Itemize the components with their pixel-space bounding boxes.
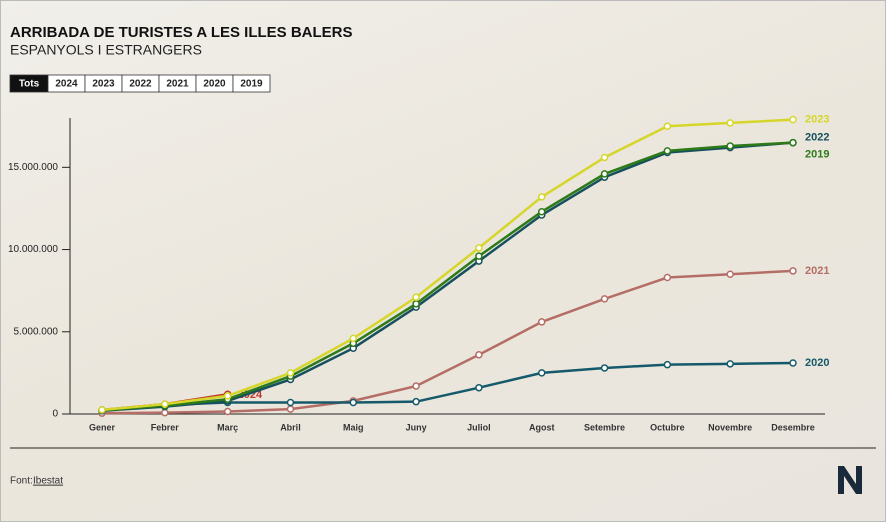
point: [475, 383, 483, 392]
point: [789, 138, 797, 147]
tab-label[interactable]: 2021: [166, 79, 189, 90]
point: [412, 382, 420, 390]
series-label: 2019: [805, 149, 829, 161]
series-line: [101, 141, 794, 412]
x-tick-label: Desembre: [771, 422, 815, 432]
series-label: 2022: [805, 132, 829, 144]
tab-label[interactable]: Tots: [19, 79, 40, 90]
point: [223, 392, 232, 400]
tab-label[interactable]: 2022: [129, 79, 152, 90]
point: [537, 207, 546, 216]
point: [726, 142, 734, 150]
x-tick-label: Abril: [280, 422, 301, 432]
point: [726, 360, 734, 368]
point: [537, 318, 546, 326]
point: [412, 300, 420, 308]
x-tick-label: Novembre: [708, 422, 752, 432]
point: [600, 170, 609, 178]
point: [475, 252, 483, 260]
logo: [838, 466, 862, 494]
chart-title: ARRIBADA DE TURISTES A LES ILLES BALERS: [10, 24, 353, 41]
series-line: [101, 118, 794, 412]
series-label: 2023: [805, 114, 829, 126]
point: [537, 369, 546, 377]
y-tick-label: 10.000.000: [8, 244, 58, 255]
point: [789, 115, 797, 124]
x-tick-label: Febrer: [151, 422, 180, 432]
point: [663, 147, 672, 155]
point: [412, 293, 420, 301]
tab-label[interactable]: 2023: [92, 79, 115, 90]
point: [161, 408, 169, 417]
point: [349, 334, 358, 343]
series-label: 2021: [805, 265, 829, 277]
point: [600, 295, 609, 303]
point: [98, 406, 106, 414]
tab-label[interactable]: 2019: [240, 79, 263, 90]
point: [537, 193, 546, 201]
y-tick-label: 15.000.000: [8, 162, 58, 173]
series-line: [101, 141, 794, 412]
x-tick-label: Maig: [343, 422, 364, 432]
point: [663, 273, 672, 282]
point: [286, 369, 295, 377]
point: [475, 351, 483, 359]
source-label: Font:: [10, 476, 33, 487]
series-label: 2020: [805, 357, 829, 369]
point: [726, 119, 734, 127]
point: [349, 398, 358, 407]
source-link[interactable]: Ibestat: [33, 476, 63, 487]
chart-subtitle: ESPANYOLS I ESTRANGERS: [10, 42, 202, 58]
point: [223, 407, 232, 416]
point: [286, 405, 295, 413]
x-tick-label: Juny: [406, 422, 427, 432]
point: [789, 359, 797, 367]
point: [475, 244, 483, 252]
point: [789, 267, 797, 275]
x-tick-label: Gener: [89, 422, 116, 432]
tab-label[interactable]: 2024: [55, 79, 78, 90]
x-tick-label: Març: [217, 422, 238, 432]
point: [600, 364, 609, 372]
x-tick-label: Agost: [529, 422, 555, 432]
point: [663, 360, 672, 369]
x-tick-label: Octubre: [650, 422, 685, 432]
point: [286, 398, 295, 407]
point: [726, 270, 734, 278]
point: [600, 153, 609, 162]
tab[interactable]: [232, 74, 271, 93]
y-tick-label: 0: [52, 409, 58, 420]
point: [161, 400, 169, 408]
point: [663, 122, 672, 130]
tab-label[interactable]: 2020: [203, 79, 226, 90]
point: [412, 397, 420, 406]
x-tick-label: Juliol: [467, 422, 491, 432]
x-tick-label: Setembre: [584, 422, 625, 432]
series-line: [101, 269, 794, 415]
y-tick-label: 5.000.000: [14, 326, 59, 337]
